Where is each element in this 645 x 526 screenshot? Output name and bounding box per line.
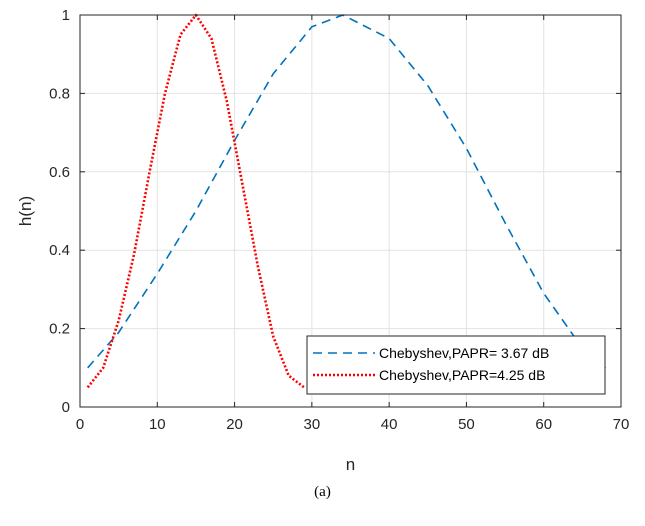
legend-label-1: Chebyshev,PAPR= 3.67 dB (379, 345, 549, 361)
legend-label-2: Chebyshev,PAPR=4.25 dB (379, 367, 545, 383)
y-tick-label: 0.4 (49, 242, 70, 259)
y-tick-label: 1 (62, 7, 70, 24)
x-tick-label: 30 (304, 416, 321, 433)
y-tick-label: 0.2 (49, 321, 70, 338)
x-tick-label: 10 (149, 416, 166, 433)
x-tick-label: 60 (535, 416, 552, 433)
x-axis-label: n (346, 455, 355, 474)
axes-box (79, 14, 622, 408)
x-tick-label: 20 (226, 416, 243, 433)
x-tick-label: 40 (381, 416, 398, 433)
y-tick-label: 0.6 (49, 164, 70, 181)
y-tick-label: 0 (62, 399, 70, 416)
x-tick-label: 70 (613, 416, 630, 433)
legend-box (306, 335, 606, 395)
x-tick-label: 50 (458, 416, 475, 433)
figure-caption: (a) (314, 484, 331, 500)
y-axis-label: h(n) (16, 196, 35, 226)
x-tick-label: 0 (76, 416, 84, 433)
y-tick-label: 0.8 (49, 85, 70, 102)
